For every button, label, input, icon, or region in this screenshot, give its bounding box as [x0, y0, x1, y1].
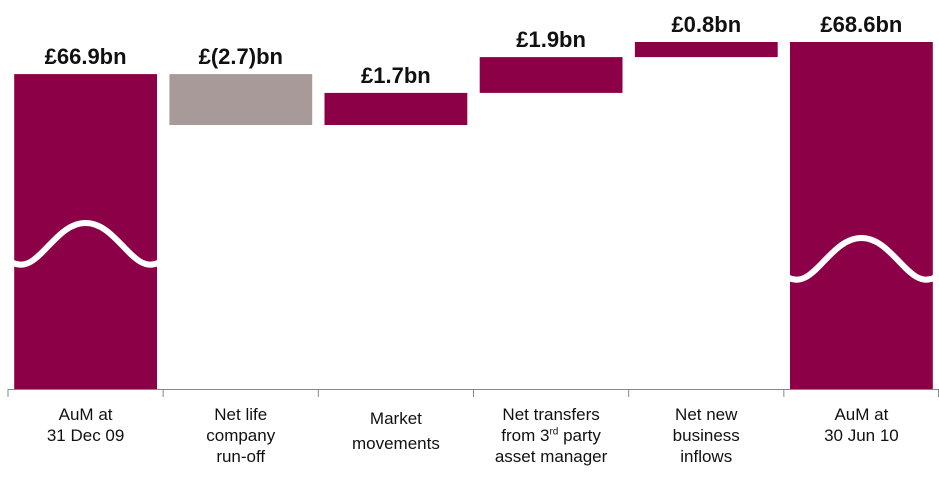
category-label-0: AuM at 31 Dec 09 — [8, 404, 163, 446]
bars-group — [14, 42, 933, 389]
category-label-line: 31 Dec 09 — [46, 426, 125, 445]
category-label-line: AuM at — [58, 405, 113, 424]
bar-1 — [169, 74, 313, 125]
category-label-line: inflows — [680, 447, 733, 466]
data-label-3: £1.9bn — [516, 27, 586, 52]
bar-5 — [790, 42, 933, 389]
data-label-0: £66.9bn — [45, 44, 127, 69]
bar-2 — [324, 92, 468, 125]
category-label-5: AuM at 30 Jun 10 — [784, 404, 939, 446]
data-label-2: £1.7bn — [361, 63, 431, 88]
category-label-line: movements — [351, 434, 440, 453]
data-labels-group: £66.9bn £(2.7)bn £1.7bn £1.9bn £0.8bn £68.6bn — [45, 12, 903, 88]
category-label-line: business — [672, 426, 740, 445]
category-label-2: Market movements — [318, 408, 473, 454]
category-label-line: Market — [369, 409, 422, 428]
category-label-4: Net new business inflows — [629, 404, 784, 467]
bar-0 — [14, 74, 158, 389]
category-label-line: Net new — [675, 405, 738, 424]
category-label-line: company — [206, 426, 276, 445]
category-label-line: AuM at — [834, 405, 889, 424]
data-label-5: £68.6bn — [820, 12, 902, 37]
data-label-1: £(2.7)bn — [199, 44, 283, 69]
bar-4 — [634, 42, 778, 58]
category-label-line: Net transfers — [502, 405, 600, 424]
category-label-line: 30 Jun 10 — [824, 426, 899, 445]
axis-break-wave-0 — [9, 219, 162, 268]
x-axis — [7, 389, 939, 397]
category-label-line: run-off — [216, 447, 266, 466]
bar-3 — [479, 57, 623, 93]
axis-break-wave-5 — [785, 234, 938, 283]
category-label-line: asset manager — [494, 447, 608, 466]
category-label-1: Net life company run-off — [163, 404, 318, 467]
data-label-4: £0.8bn — [671, 12, 741, 37]
category-label-3: Net transfers from 3rd party asset manager — [474, 404, 629, 467]
category-label-line: from 3rd party — [501, 426, 601, 445]
category-label-line: Net life — [214, 405, 268, 424]
axis-break-group — [9, 219, 938, 283]
